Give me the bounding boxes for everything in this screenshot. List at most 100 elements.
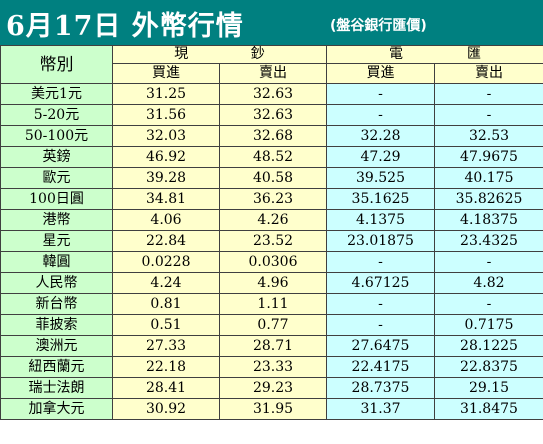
tt-buy-cell: - xyxy=(326,314,435,336)
table-row: 美元1元 31.25 32.63- - xyxy=(0,83,543,105)
cash-buy-cell: 22.84 xyxy=(112,230,220,252)
tt-sell-cell: 23.4325 xyxy=(434,230,543,252)
cash-sell-cell: 4.26 xyxy=(219,209,327,231)
tt-buy-cell: - xyxy=(326,251,435,273)
currency-name: 星元 xyxy=(0,230,113,252)
table-row: 星元 22.84 23.52 23.01875 23.4325 xyxy=(0,230,543,252)
table-row: 人民幣 4.24 4.96 4.67125 4.82 xyxy=(0,272,543,294)
tt-sell-cell: - xyxy=(434,104,543,126)
tt-buy-cell: - xyxy=(326,293,435,315)
tt-sell-cell: 4.18375 xyxy=(434,209,543,231)
cash-buy-cell: 4.06 xyxy=(112,209,220,231)
tt-sell-header: 賣出 xyxy=(434,63,543,84)
tt-sell-cell: 4.82 xyxy=(434,272,543,294)
cash-sell-cell: 28.71 xyxy=(219,335,327,357)
tt-buy-cell: 23.01875 xyxy=(326,230,435,252)
title-banner: 6月17日 外幣行情 (盤谷銀行匯價) xyxy=(0,0,543,45)
cash-sell-cell: 40.58 xyxy=(219,167,327,189)
tt-group-header: 電 匯 xyxy=(326,45,543,64)
cash-sell-cell: 32.63 xyxy=(219,104,327,126)
cash-sell-cell: 1.11 xyxy=(219,293,327,315)
tt-buy-cell: 47.29 xyxy=(326,146,435,168)
table-row: 英鎊 46.92 48.52 47.29 47.9675 xyxy=(0,146,543,168)
cash-buy-cell: 22.18 xyxy=(112,356,220,378)
cash-buy-cell: 32.03 xyxy=(112,125,220,147)
table-row: 新台幣 0.81 1.11- - xyxy=(0,293,543,315)
tt-sell-cell: 35.82625 xyxy=(434,188,543,210)
tt-buy-header: 買進 xyxy=(326,63,435,84)
header-row-sub: 買進 賣出 買進 賣出 xyxy=(1,63,543,84)
table-row: 50-100元 32.03 32.68 32.28 32.53 xyxy=(0,125,543,147)
table-row: 菲披索 0.51 0.77-0.7175 xyxy=(0,314,543,336)
cash-header-char-2: 鈔 xyxy=(250,46,265,63)
currency-name: 人民幣 xyxy=(0,272,113,294)
cash-sell-cell: 0.0306 xyxy=(219,251,327,273)
currency-name: 加拿大元 xyxy=(0,398,113,420)
currency-name: 歐元 xyxy=(0,167,113,189)
tt-header-char-1: 電 xyxy=(389,46,403,63)
tt-sell-cell: 47.9675 xyxy=(434,146,543,168)
cash-buy-cell: 30.92 xyxy=(112,398,220,420)
cash-sell-cell: 36.23 xyxy=(219,188,327,210)
table-row: 韓圓 0.0228 0.0306- - xyxy=(0,251,543,273)
tt-sell-cell: 0.7175 xyxy=(434,314,543,336)
tt-sell-cell: 31.8475 xyxy=(434,398,543,420)
cash-buy-cell: 34.81 xyxy=(112,188,220,210)
cash-sell-cell: 31.95 xyxy=(219,398,327,420)
table-row: 港幣 4.06 4.26 4.1375 4.18375 xyxy=(0,209,543,231)
cash-sell-header: 賣出 xyxy=(219,63,327,84)
currency-name: 5-20元 xyxy=(0,104,113,126)
cash-sell-cell: 29.23 xyxy=(219,377,327,399)
tt-header-char-2: 匯 xyxy=(467,46,481,63)
currency-name: 新台幣 xyxy=(0,293,113,315)
cash-buy-cell: 0.51 xyxy=(112,314,220,336)
cash-buy-cell: 46.92 xyxy=(112,146,220,168)
tt-buy-cell: - xyxy=(326,104,435,126)
currency-header: 幣別 xyxy=(0,45,113,84)
currency-name: 菲披索 xyxy=(0,314,113,336)
tt-buy-cell: 27.6475 xyxy=(326,335,435,357)
cash-buy-cell: 28.41 xyxy=(112,377,220,399)
currency-name: 紐西蘭元 xyxy=(0,356,113,378)
exchange-rate-table: 幣別 現 鈔 電 匯 買進 賣出 買進 賣出 美元1元 31.25 32.63- -5… xyxy=(0,45,543,420)
table-row: 紐西蘭元 22.18 23.33 22.4175 22.8375 xyxy=(0,356,543,378)
tt-sell-cell: - xyxy=(434,293,543,315)
cash-buy-header: 買進 xyxy=(112,63,220,84)
tt-buy-cell: 22.4175 xyxy=(326,356,435,378)
table-row: 5-20元 31.56 32.63- - xyxy=(0,104,543,126)
rate-rows: 美元1元 31.25 32.63- -5-20元 31.56 32.63- -50-100元… xyxy=(0,83,543,420)
table-row: 澳洲元 27.33 28.71 27.6475 28.1225 xyxy=(0,335,543,357)
table-row: 歐元 39.28 40.58 39.525 40.175 xyxy=(0,167,543,189)
cash-buy-cell: 0.81 xyxy=(112,293,220,315)
tt-sell-cell: - xyxy=(434,83,543,105)
cash-header-char-1: 現 xyxy=(174,46,189,63)
table-row: 瑞士法朗 28.41 29.23 28.7375 29.15 xyxy=(0,377,543,399)
tt-sell-cell: 40.175 xyxy=(434,167,543,189)
currency-name: 韓圓 xyxy=(0,251,113,273)
cash-buy-cell: 39.28 xyxy=(112,167,220,189)
cash-sell-cell: 48.52 xyxy=(219,146,327,168)
header-row-group: 幣別 現 鈔 電 匯 xyxy=(0,45,543,84)
currency-name: 50-100元 xyxy=(0,125,113,147)
cash-buy-cell: 0.0228 xyxy=(112,251,220,273)
currency-name: 港幣 xyxy=(0,209,113,231)
tt-sell-cell: 29.15 xyxy=(434,377,543,399)
cash-sell-cell: 23.33 xyxy=(219,356,327,378)
cash-sell-cell: 32.68 xyxy=(219,125,327,147)
tt-buy-cell: 4.67125 xyxy=(326,272,435,294)
currency-name: 瑞士法朗 xyxy=(0,377,113,399)
cash-sell-cell: 0.77 xyxy=(219,314,327,336)
tt-buy-cell: 31.37 xyxy=(326,398,435,420)
page-subtitle: (盤谷銀行匯價) xyxy=(330,18,427,34)
cash-group-header: 現 鈔 xyxy=(112,45,327,64)
tt-buy-cell: 35.1625 xyxy=(326,188,435,210)
cash-buy-cell: 31.25 xyxy=(112,83,220,105)
currency-name: 100日圓 xyxy=(0,188,113,210)
page-title: 6月17日 外幣行情 xyxy=(6,11,244,42)
currency-name: 美元1元 xyxy=(0,83,113,105)
currency-name: 澳洲元 xyxy=(0,335,113,357)
tt-sell-cell: - xyxy=(434,251,543,273)
tt-buy-cell: 4.1375 xyxy=(326,209,435,231)
cash-buy-cell: 31.56 xyxy=(112,104,220,126)
cash-sell-cell: 32.63 xyxy=(219,83,327,105)
